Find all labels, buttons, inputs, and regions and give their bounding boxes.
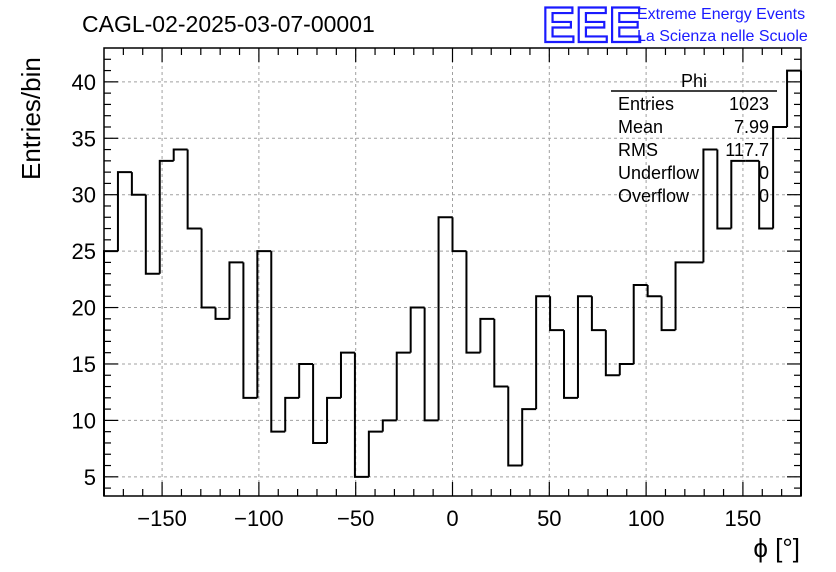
histogram-bin: [158, 159, 174, 274]
histogram-bin: [660, 296, 676, 332]
histogram-bin: [339, 351, 355, 398]
histogram-bin: [479, 317, 495, 353]
histogram-bin: [618, 362, 634, 376]
histogram-bin: [284, 396, 300, 432]
stats-label: Overflow: [618, 186, 690, 206]
histogram-bin: [786, 69, 801, 127]
stats-value: 7.99: [734, 117, 769, 137]
x-tick-label: 0: [446, 506, 458, 531]
stats-label: RMS: [618, 140, 658, 160]
histogram-bin: [758, 160, 774, 230]
logo-line-2: La Scienza nelle Scuole: [637, 28, 808, 45]
histogram-bin: [521, 408, 537, 466]
histogram-bin: [130, 172, 146, 196]
histogram-bin: [604, 330, 620, 377]
eee-logo: EEE Extreme Energy Events La Scienza nel…: [541, 0, 808, 54]
x-tick-label: −150: [137, 506, 187, 531]
histogram-bin: [353, 352, 369, 478]
histogram-bin: [423, 307, 439, 422]
stats-label: Underflow: [618, 163, 700, 183]
histogram-bin: [493, 318, 509, 388]
histogram-bin: [702, 148, 718, 263]
y-tick-label: 25: [72, 239, 96, 264]
stats-value: 117.7: [725, 140, 769, 160]
logo-mark: EEE: [542, 0, 642, 53]
histogram-bin: [395, 351, 411, 421]
x-tick-label: −50: [337, 506, 374, 531]
histogram-bin: [590, 296, 606, 332]
histogram-bin: [563, 330, 578, 399]
x-tick-label: 100: [628, 506, 665, 531]
histogram-bin: [730, 159, 746, 229]
histogram-bin: [674, 261, 690, 331]
grid-lines: [104, 48, 801, 496]
y-tick-label: 30: [72, 183, 96, 208]
stats-box: Phi Entries 1023 Mean 7.99 RMS 117.7 Underflow…: [611, 71, 777, 206]
stats-box-name: Phi: [681, 71, 707, 91]
histogram-bin: [409, 306, 425, 353]
y-tick-label: 10: [72, 408, 96, 433]
histogram-bin: [116, 171, 132, 252]
histogram-bin: [298, 362, 314, 398]
x-tick-label: −100: [234, 506, 284, 531]
y-tick-label: 35: [72, 126, 96, 151]
histogram-bin: [186, 149, 202, 230]
histogram-bin: [326, 396, 341, 443]
stats-value: 0: [759, 186, 769, 206]
histogram-bin: [507, 386, 523, 467]
histogram-bin: [312, 363, 328, 444]
histogram-bin: [200, 228, 216, 309]
histogram-bin: [465, 251, 481, 354]
stats-value: 1023: [729, 94, 769, 114]
stats-label: Entries: [618, 94, 674, 114]
x-tick-label: 150: [725, 506, 762, 531]
y-axis-ticks: 5 10 15 20 25 30 35 40: [72, 58, 801, 490]
histogram-bin: [549, 296, 565, 332]
histogram-bin: [270, 251, 286, 433]
histogram-bin: [367, 430, 383, 477]
histogram-bin: [716, 149, 732, 230]
histogram-bin: [103, 250, 118, 496]
stats-value: 0: [759, 163, 769, 183]
chart-title: CAGL-02-2025-03-07-00001: [82, 11, 375, 37]
histogram-bin: [632, 283, 648, 364]
histogram-bin: [214, 307, 230, 320]
logo-line-1: Extreme Energy Events: [637, 6, 805, 23]
y-tick-label: 40: [72, 70, 96, 95]
stats-label: Mean: [618, 117, 663, 137]
x-tick-label: 50: [537, 506, 561, 531]
stats-rows: Entries 1023 Mean 7.99 RMS 117.7 Underflow 0 Ove…: [618, 94, 769, 206]
y-axis-title: Entries/bin: [16, 57, 46, 180]
histogram-bin: [172, 148, 188, 161]
histogram-bin: [646, 284, 662, 298]
y-tick-label: 20: [72, 296, 96, 321]
histogram-bin: [451, 217, 467, 253]
histogram-bin: [228, 261, 244, 319]
y-tick-label: 5: [84, 465, 96, 490]
histogram-bin: [437, 216, 453, 421]
histogram-bin: [144, 194, 160, 275]
histogram-bin: [535, 295, 551, 410]
x-axis-ticks: −150 −100 −50 0 50 100 150: [122, 48, 783, 531]
histogram-bin: [381, 419, 397, 432]
x-axis-title: ϕ [°]: [753, 533, 800, 563]
y-tick-label: 15: [72, 352, 96, 377]
histogram-bin: [256, 250, 272, 398]
histogram-bin: [242, 262, 258, 399]
histogram-bin: [772, 125, 788, 229]
histogram-bin: [576, 295, 592, 398]
